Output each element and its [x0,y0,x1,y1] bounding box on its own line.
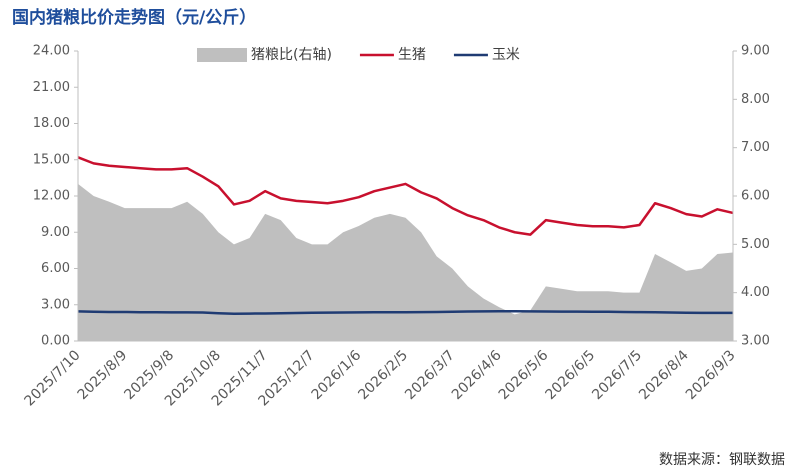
area [78,183,733,341]
line [77,156,734,236]
legend-swatch [197,48,247,62]
x-tick-label: 2026/3/7 [402,347,458,403]
y-tick-label: 18.00 [33,116,70,131]
x-tick-label: 2026/9/3 [683,347,739,403]
y2-tick-label: 4.00 [741,285,770,300]
legend-label: 玉米 [492,47,520,63]
y2-tick-label: 8.00 [741,92,770,107]
y-tick-label: 6.00 [41,261,70,276]
x-tick-label: 2026/7/5 [589,347,645,403]
y-tick-label: 9.00 [41,225,70,240]
x-tick-label: 2025/8/9 [75,347,131,403]
x-tick-label: 2025/7/10 [22,347,84,409]
y-tick-label: 15.00 [33,152,70,167]
y-tick-label: 21.00 [33,80,70,95]
x-tick-label: 2026/1/6 [309,347,365,403]
x-tick-label: 2026/5/6 [496,347,552,403]
chart-title: 国内猪粮比价走势图（元/公斤） [12,7,256,28]
y-tick-label: 24.00 [33,44,70,59]
y2-tick-label: 6.00 [741,189,770,204]
x-tick-label: 2026/4/6 [449,347,505,403]
y2-tick-label: 9.00 [741,44,770,59]
x-tick-label: 2026/8/4 [636,347,692,403]
legend-label: 猪粮比(右轴) [251,47,332,63]
y2-tick-label: 7.00 [741,140,770,155]
y-tick-label: 3.00 [41,297,70,312]
line [77,310,733,315]
y2-tick-label: 3.00 [741,334,770,349]
source-note: 数据来源：钢联数据 [659,452,785,468]
x-tick-label: 2026/6/5 [543,347,599,403]
legend-label: 生猪 [398,47,426,63]
y2-tick-label: 5.00 [741,237,770,252]
y-tick-label: 12.00 [33,189,70,204]
x-tick-label: 2026/2/5 [355,347,411,403]
y-tick-label: 0.00 [41,334,70,349]
